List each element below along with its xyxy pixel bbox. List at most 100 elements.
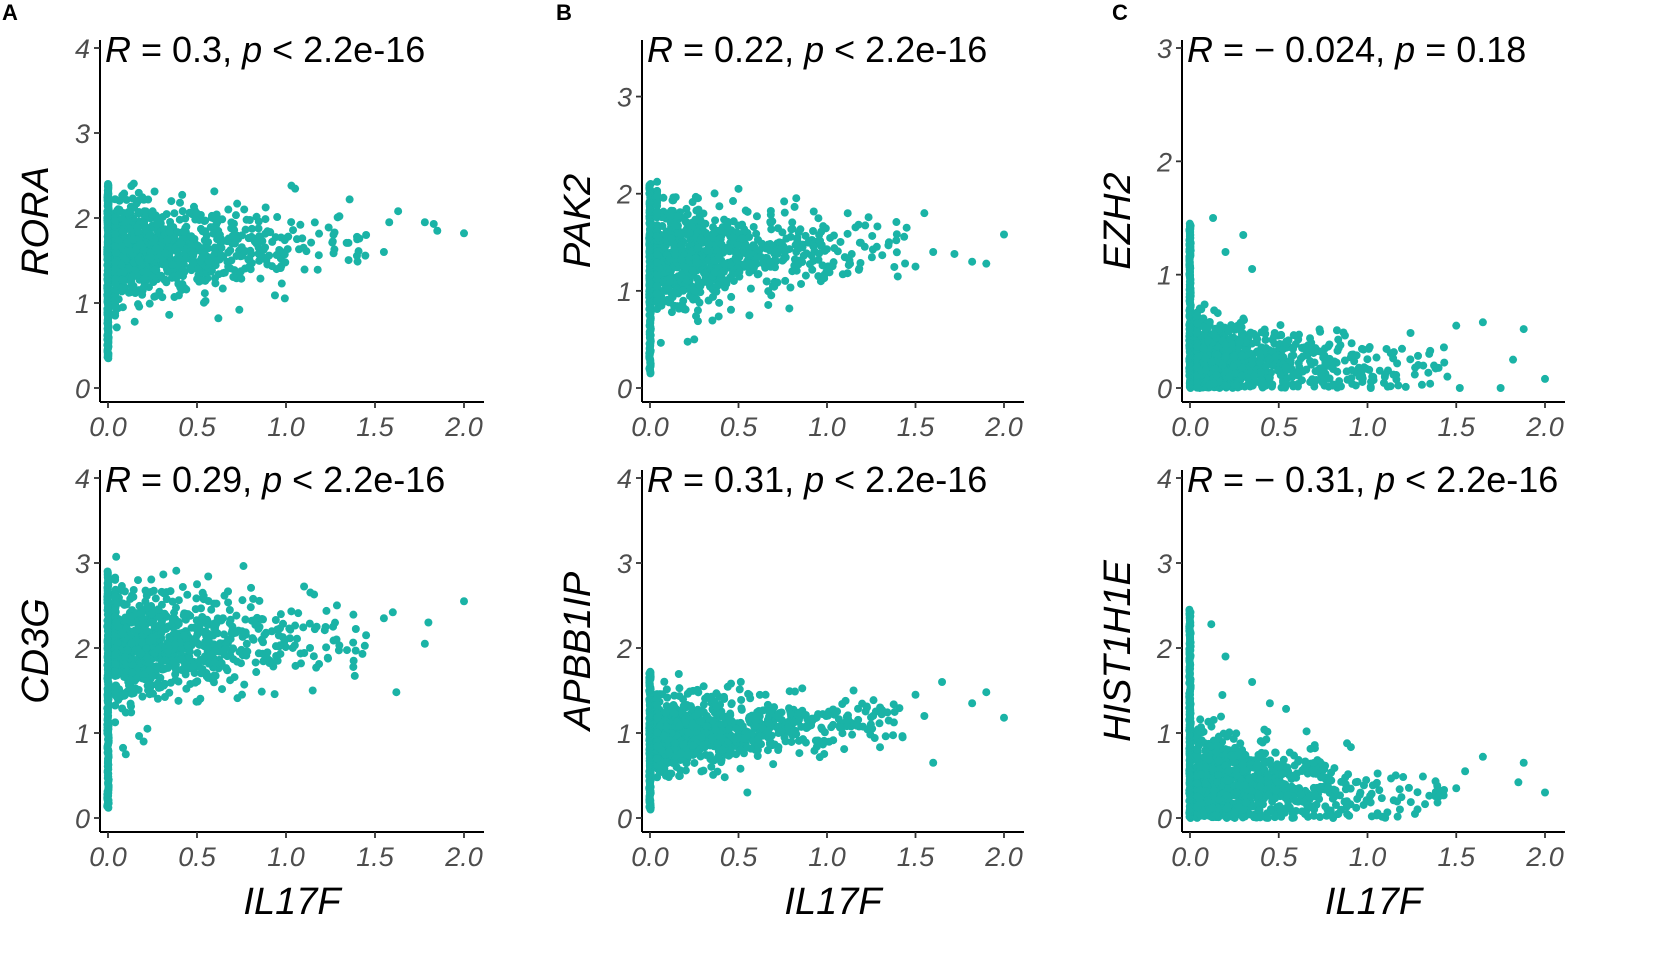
data-point xyxy=(797,279,806,288)
data-point xyxy=(312,663,321,672)
data-point xyxy=(148,618,157,627)
data-point xyxy=(111,573,120,582)
data-point xyxy=(242,647,251,656)
x-tick-label: 1.0 xyxy=(808,412,846,442)
data-point xyxy=(254,649,263,658)
data-point xyxy=(884,238,893,247)
data-point xyxy=(135,257,144,266)
data-point xyxy=(858,722,867,731)
data-point xyxy=(254,217,263,226)
data-point xyxy=(723,217,732,226)
data-point xyxy=(788,224,797,233)
data-point xyxy=(737,704,746,713)
data-point xyxy=(129,592,138,601)
data-point xyxy=(111,242,120,251)
data-point xyxy=(1000,230,1008,239)
panel-letter-c: C xyxy=(1112,0,1128,25)
data-point xyxy=(820,274,829,283)
data-point xyxy=(161,656,170,665)
data-point xyxy=(217,659,226,668)
data-point xyxy=(170,233,179,242)
data-point xyxy=(196,224,205,233)
data-point xyxy=(794,716,803,725)
data-point xyxy=(197,669,206,678)
data-point xyxy=(864,213,873,222)
data-point xyxy=(193,275,202,284)
data-point xyxy=(261,203,270,212)
data-point xyxy=(310,590,319,599)
data-point xyxy=(712,703,721,712)
data-point xyxy=(460,229,468,238)
data-points xyxy=(645,667,1008,814)
data-point xyxy=(202,231,211,240)
data-point xyxy=(292,634,301,643)
data-point xyxy=(746,284,755,293)
data-point xyxy=(142,627,151,636)
data-point xyxy=(126,277,135,286)
data-point xyxy=(173,247,182,256)
data-point xyxy=(138,619,147,628)
data-point xyxy=(868,245,877,254)
data-point xyxy=(815,249,824,258)
data-point xyxy=(111,280,120,289)
data-point xyxy=(249,594,258,603)
data-point xyxy=(707,762,716,771)
data-point xyxy=(129,179,138,188)
data-point xyxy=(754,735,763,744)
data-point xyxy=(780,208,789,217)
data-point xyxy=(159,589,168,598)
data-point xyxy=(1426,379,1435,388)
data-point xyxy=(117,260,126,269)
data-points xyxy=(1185,214,1549,392)
data-point xyxy=(128,668,137,677)
data-point xyxy=(192,594,201,603)
data-point xyxy=(892,248,901,257)
data-point xyxy=(256,274,265,283)
data-point xyxy=(727,679,736,688)
data-point xyxy=(120,276,129,285)
data-point xyxy=(773,712,782,721)
data-point xyxy=(714,746,723,755)
data-point xyxy=(681,217,690,226)
data-point xyxy=(711,216,720,225)
data-point xyxy=(665,285,674,294)
data-point xyxy=(362,231,371,239)
data-point xyxy=(702,246,711,255)
data-point xyxy=(681,718,690,727)
data-point xyxy=(893,272,902,281)
data-point xyxy=(780,733,789,742)
y-tick-label: 3 xyxy=(75,119,90,149)
data-point xyxy=(128,685,137,694)
data-point xyxy=(342,646,351,655)
data-point xyxy=(111,230,120,239)
data-point xyxy=(139,737,148,746)
data-point xyxy=(262,256,271,265)
x-axis-label: IL17F xyxy=(243,881,342,923)
data-point xyxy=(210,187,219,196)
data-point xyxy=(207,605,216,614)
data-point xyxy=(737,234,746,243)
data-point xyxy=(818,261,827,270)
data-point xyxy=(254,624,263,633)
data-point xyxy=(843,229,852,238)
data-point xyxy=(300,265,309,274)
data-point xyxy=(898,732,907,741)
data-point xyxy=(138,290,147,299)
data-point xyxy=(798,735,807,744)
data-point xyxy=(929,248,938,256)
data-point xyxy=(801,271,810,280)
data-point xyxy=(653,701,662,710)
data-point xyxy=(305,619,314,628)
data-point xyxy=(653,754,662,763)
data-point xyxy=(730,734,739,743)
data-point xyxy=(112,618,121,627)
data-point xyxy=(699,682,708,691)
data-point xyxy=(822,267,831,276)
data-point xyxy=(799,251,808,260)
data-point xyxy=(221,644,230,653)
data-point xyxy=(174,617,183,626)
y-axis-label: APBB1IP xyxy=(557,571,599,732)
data-point xyxy=(659,731,668,740)
